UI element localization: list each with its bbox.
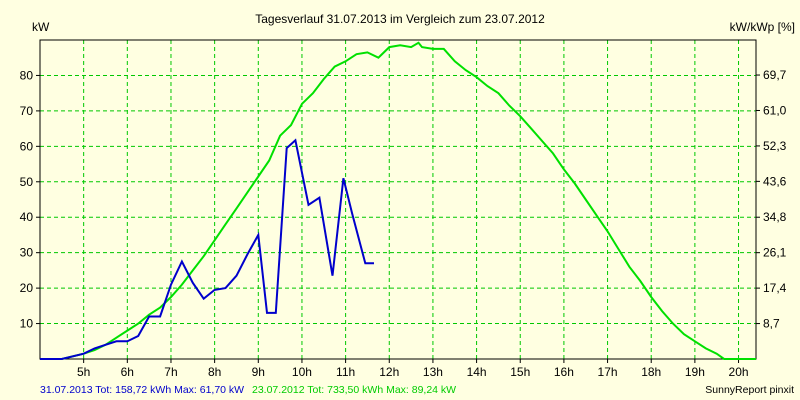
y-right-tick-label: 52,3: [763, 139, 787, 153]
series-line-31-07-2013: [40, 138, 374, 360]
y-left-tick-label: 50: [20, 175, 34, 189]
x-tick-label: 19h: [685, 365, 705, 379]
y-right-tick-label: 17,4: [763, 281, 787, 295]
x-tick-label: 11h: [336, 365, 355, 379]
y-right-tick-label: 26,1: [763, 246, 787, 260]
x-tick-label: 13h: [423, 365, 443, 379]
y-right-tick-label: 69,7: [763, 68, 787, 82]
legend-series-2012: 23.07.2012 Tot: 733,50 kWh Max: 89,24 kW: [252, 384, 456, 396]
x-tick-label: 6h: [121, 365, 134, 379]
y-left-tick-label: 10: [20, 317, 34, 331]
grid: [40, 40, 756, 359]
y-right-tick-label: 43,6: [763, 174, 787, 188]
x-tick-label: 16h: [554, 365, 574, 379]
x-tick-label: 20h: [729, 365, 749, 379]
x-tick-label: 5h: [77, 365, 90, 379]
y-right-tick-label: 61,0: [763, 103, 787, 117]
x-tick-label: 18h: [641, 365, 661, 379]
legend-series-2013: 31.07.2013 Tot: 158,72 kWh Max: 61,70 kW: [40, 384, 244, 396]
series-group: [40, 41, 756, 360]
axis-ticks: 5h 6h 7h 8h 9h 10h 11h 12h 13h 14h 15h 16h 17h 18h 19h…: [20, 68, 787, 379]
y-left-tick-label: 20: [20, 281, 34, 295]
y-right-tick-label: 8,7: [763, 317, 780, 331]
plot-area-frame: [39, 39, 757, 360]
y-left-tick-label: 70: [20, 104, 34, 118]
x-tick-label: 7h: [164, 365, 177, 379]
y-left-tick-label: 80: [20, 68, 34, 82]
y-left-tick-label: 40: [20, 210, 34, 224]
x-tick-label: 17h: [598, 365, 618, 379]
series-line-23-07-2012: [40, 41, 756, 360]
y-axis-left-label: kW: [32, 20, 50, 34]
y-right-tick-label: 34,8: [763, 210, 787, 224]
y-left-tick-label: 30: [20, 246, 34, 260]
y-axis-right-label: kW/kWp [%]: [730, 20, 795, 34]
x-tick-label: 14h: [467, 365, 487, 379]
x-tick-label: 10h: [292, 365, 312, 379]
chart-title: Tagesverlauf 31.07.2013 im Vergleich zum…: [255, 12, 545, 26]
x-tick-label: 15h: [510, 365, 530, 379]
footer-brand: SunnyReport pinxit: [705, 384, 794, 396]
x-tick-label: 9h: [252, 365, 265, 379]
x-tick-label: 12h: [379, 365, 399, 379]
y-left-tick-label: 60: [20, 139, 34, 153]
x-tick-label: 8h: [208, 365, 221, 379]
